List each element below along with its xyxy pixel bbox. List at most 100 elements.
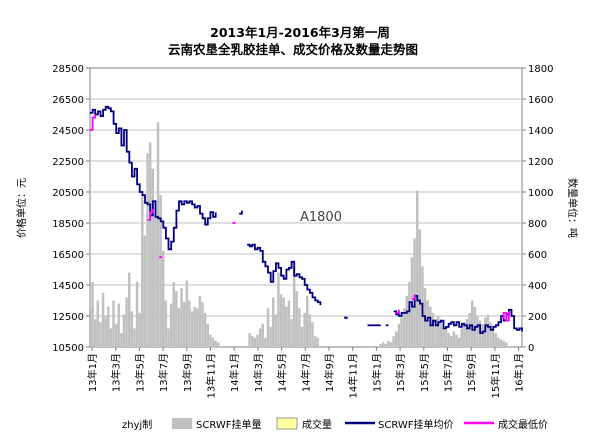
avg-price-line-segment bbox=[239, 210, 243, 215]
volume-bar bbox=[274, 314, 278, 347]
volume-bar bbox=[188, 300, 191, 347]
volume-bar bbox=[429, 306, 432, 347]
volume-bar bbox=[261, 323, 264, 347]
left-tick-label: 16500 bbox=[52, 250, 84, 261]
volume-bar bbox=[470, 300, 474, 347]
min-price-line-segment bbox=[501, 311, 510, 322]
volume-bar bbox=[177, 308, 181, 347]
right-tick-label: 600 bbox=[528, 250, 547, 261]
left-tick-label: 12500 bbox=[52, 312, 84, 323]
x-tick-label: 13年3月 bbox=[110, 353, 123, 392]
right-tick-label: 800 bbox=[528, 219, 547, 230]
x-tick-label: 14年7月 bbox=[299, 353, 312, 392]
volume-bar bbox=[287, 300, 291, 347]
volume-bar bbox=[405, 295, 408, 347]
x-tick-label: 15年9月 bbox=[465, 353, 478, 392]
volume-bar bbox=[494, 333, 497, 347]
right-tick-label: 1000 bbox=[528, 188, 553, 199]
volume-bar bbox=[90, 308, 93, 347]
volume-bar bbox=[468, 312, 471, 347]
volume-bar bbox=[282, 297, 285, 347]
volume-bar bbox=[190, 311, 194, 347]
volume-bar bbox=[203, 312, 207, 347]
volume-bar bbox=[400, 317, 403, 347]
gridlines bbox=[90, 98, 522, 317]
x-tick-label: 15年3月 bbox=[394, 353, 407, 392]
volume-bar bbox=[313, 336, 317, 347]
volume-bar bbox=[154, 215, 157, 347]
volume-bar bbox=[175, 291, 178, 347]
volume-bar bbox=[402, 308, 406, 347]
volume-bar bbox=[285, 306, 288, 347]
volume-bar bbox=[295, 291, 299, 347]
volume-bar bbox=[253, 337, 257, 347]
right-tick-label: 1800 bbox=[528, 64, 553, 75]
volume-bar bbox=[504, 342, 508, 347]
legend-swatch-traded-volume bbox=[276, 417, 298, 430]
volume-bar bbox=[292, 266, 296, 347]
x-tick-label: 13年5月 bbox=[133, 353, 146, 392]
volume-bar bbox=[164, 300, 168, 347]
volume-bar bbox=[397, 323, 401, 347]
volume-bar bbox=[279, 294, 283, 347]
x-tick-label: 16年1月 bbox=[513, 353, 526, 392]
volume-bar bbox=[389, 342, 393, 347]
volume-bar bbox=[499, 339, 503, 347]
chart-subtitle: 云南农垦全乳胶挂单、成交价格及数量走势图 bbox=[168, 42, 418, 57]
volume-bar bbox=[251, 336, 254, 347]
x-tick-label: 15年5月 bbox=[418, 353, 431, 392]
volume-bar bbox=[502, 340, 505, 347]
volume-bar bbox=[156, 122, 160, 347]
price-lines bbox=[90, 105, 523, 335]
left-tick-label: 18500 bbox=[52, 219, 84, 230]
credit-text: zhyj制 bbox=[122, 418, 152, 431]
legend-label-min-price: 成交最低价 bbox=[498, 418, 548, 431]
volume-bar bbox=[256, 334, 259, 347]
volume-bar bbox=[476, 316, 479, 347]
volume-bar bbox=[434, 319, 437, 347]
volume-bar bbox=[120, 333, 123, 347]
volume-bar bbox=[392, 336, 395, 347]
volume-bar bbox=[138, 312, 141, 347]
volume-bar bbox=[130, 311, 134, 347]
volume-bar bbox=[290, 319, 293, 347]
x-tick-label: 13年7月 bbox=[157, 353, 170, 392]
volume-bar bbox=[463, 323, 466, 347]
volume-bar bbox=[439, 323, 443, 347]
volume-bar bbox=[264, 337, 267, 347]
volume-bar bbox=[143, 235, 147, 347]
legend-swatch-listing-volume bbox=[172, 418, 192, 429]
right-tick-label: 1200 bbox=[528, 157, 553, 168]
volume-bar bbox=[450, 336, 453, 347]
volume-bar bbox=[185, 280, 189, 347]
volume-bar bbox=[489, 322, 492, 347]
volume-bar bbox=[209, 334, 212, 347]
volume-bar bbox=[148, 142, 152, 347]
right-axis-ticks: 1800 1600 1400 1200 1000 800 600 400 200 0 bbox=[522, 64, 553, 354]
legend-label-avg-price: SCRWF挂单均价 bbox=[378, 418, 454, 431]
left-axis-label: 价格单位：元 bbox=[15, 178, 28, 238]
volume-bar bbox=[491, 328, 495, 347]
volume-bar bbox=[455, 334, 458, 347]
avg-price-line-segment bbox=[90, 105, 217, 251]
volume-bar bbox=[384, 343, 388, 347]
left-tick-label: 10500 bbox=[52, 343, 84, 354]
volume-bar bbox=[117, 303, 120, 347]
volume-bar bbox=[146, 153, 149, 347]
volume-bar bbox=[431, 312, 435, 347]
volume-bar bbox=[415, 190, 419, 347]
volume-bar bbox=[298, 308, 301, 347]
volume-bar bbox=[258, 328, 262, 347]
volume-bar bbox=[127, 272, 131, 347]
volume-bar bbox=[91, 281, 94, 347]
left-tick-label: 20500 bbox=[52, 188, 84, 199]
volume-bar bbox=[457, 337, 461, 347]
volume-bar bbox=[465, 319, 469, 347]
left-tick-label: 24500 bbox=[52, 126, 84, 137]
volume-bar bbox=[266, 308, 270, 347]
x-tick-label: 15年7月 bbox=[442, 353, 455, 392]
volume-bar bbox=[379, 343, 382, 347]
volume-bar bbox=[481, 323, 484, 347]
volume-bar bbox=[444, 329, 448, 347]
volume-bar bbox=[277, 272, 280, 347]
